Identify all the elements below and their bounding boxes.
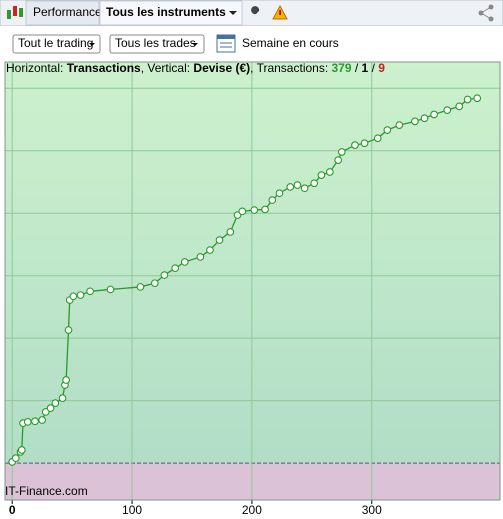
point [76, 291, 85, 299]
dropdown-arrow [192, 43, 198, 46]
point [196, 253, 205, 261]
plot-frame [4, 61, 501, 501]
point [395, 121, 404, 129]
point [373, 134, 382, 143]
point [250, 206, 259, 214]
tab[interactable] [25, 0, 100, 26]
dropdown-label: Tous les trades [115, 36, 196, 50]
point [62, 376, 70, 384]
point [17, 446, 26, 454]
point [300, 184, 309, 193]
point [360, 139, 369, 148]
point [38, 416, 47, 424]
chart-icon [7, 6, 23, 19]
point [420, 114, 429, 123]
dropdown-arrow [229, 11, 237, 15]
point [11, 454, 20, 462]
point [215, 236, 224, 244]
x-tick-label: 100 [122, 503, 142, 517]
point [226, 228, 235, 236]
point [275, 189, 284, 198]
point [206, 246, 214, 254]
header-part: , Transactions: [250, 61, 331, 75]
point [317, 171, 326, 179]
point [261, 205, 269, 214]
negative-zone [5, 463, 500, 500]
point [337, 148, 346, 156]
x-tick-label: 200 [242, 503, 262, 517]
chart: 0 100 200 300 Horizontal: Transactions, Vert… [4, 61, 501, 517]
point [58, 394, 67, 403]
point [310, 179, 319, 188]
header-part: Horizontal: [6, 61, 67, 75]
point [463, 95, 472, 104]
dropdown-label: Tout le trading [18, 36, 93, 50]
point [455, 102, 464, 111]
point [383, 126, 392, 134]
header-part: Transactions [67, 61, 141, 75]
transaction-count: 9 [378, 61, 385, 75]
point [69, 292, 78, 301]
point [473, 94, 482, 103]
tab-label: Performance [33, 5, 102, 19]
point [171, 264, 180, 273]
transaction-count: 1 [362, 61, 369, 75]
plot-background [5, 62, 500, 500]
warning-icon[interactable] [272, 4, 288, 20]
x-tick-label: 0 [9, 503, 16, 517]
calendar-icon[interactable] [216, 34, 236, 53]
wrench-icon[interactable] [250, 6, 260, 20]
point [286, 183, 295, 191]
point [46, 404, 55, 413]
transaction-count: 379 [332, 61, 352, 75]
point [31, 417, 39, 426]
point [351, 141, 359, 149]
point [150, 279, 159, 288]
point [443, 106, 452, 114]
dropdown[interactable] [109, 34, 205, 54]
period-label[interactable]: Semaine en cours [242, 36, 339, 50]
point [160, 271, 169, 279]
point [23, 418, 32, 426]
point [334, 156, 343, 164]
point [86, 287, 94, 296]
point [64, 326, 73, 334]
dropdown[interactable] [12, 34, 101, 54]
point [411, 117, 419, 126]
point [180, 258, 189, 266]
tab-active[interactable] [99, 0, 243, 26]
point [106, 285, 115, 294]
dropdown-arrow [89, 43, 95, 46]
point [238, 207, 247, 216]
tab-label: Tous les instruments [106, 5, 226, 19]
point [136, 283, 145, 291]
x-tick-label: 300 [362, 503, 382, 517]
header-part: , Vertical: [141, 61, 194, 75]
share-icon[interactable] [478, 4, 494, 22]
point [293, 181, 302, 189]
chart-footer: IT-Finance.com [5, 484, 88, 498]
point [268, 196, 277, 204]
point [430, 110, 438, 119]
chart-header: Horizontal: Transactions, Vertical: Devi… [6, 61, 385, 75]
point [325, 168, 334, 176]
header-part: Devise (€) [193, 61, 250, 75]
header-separator: / [352, 61, 362, 75]
point [51, 399, 60, 408]
header-separator: / [368, 61, 378, 75]
